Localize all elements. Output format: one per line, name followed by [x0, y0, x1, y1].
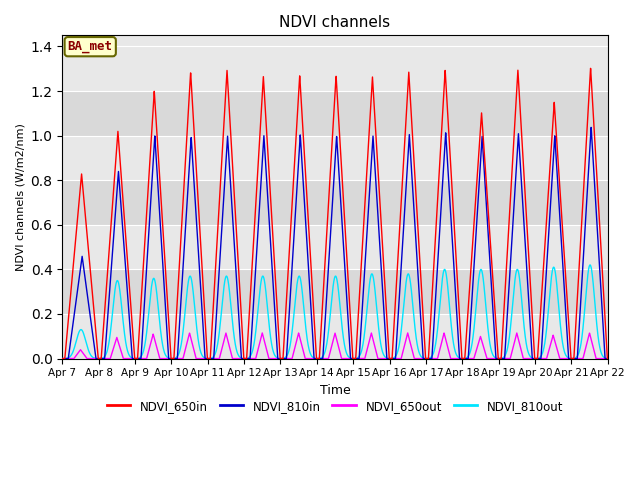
NDVI_810out	[604, 356, 612, 361]
NDVI_810in	[413, 255, 421, 261]
Bar	[62, 91, 608, 136]
Line: NDVI_810out: NDVI_810out	[62, 265, 608, 359]
NDVI_810out	[267, 335, 275, 341]
NDVI_810in	[465, 340, 473, 346]
NDVI_650out	[386, 356, 394, 361]
NDVI_650in	[385, 356, 393, 361]
Y-axis label: NDVI channels (W/m2/nm): NDVI channels (W/m2/nm)	[15, 123, 25, 271]
NDVI_650in	[58, 356, 66, 361]
NDVI_810out	[507, 323, 515, 328]
NDVI_650out	[413, 356, 421, 361]
NDVI_650in	[157, 201, 165, 207]
NDVI_650in	[413, 209, 421, 215]
NDVI_810in	[385, 356, 393, 361]
Line: NDVI_650out: NDVI_650out	[62, 333, 608, 359]
NDVI_810in	[58, 356, 66, 361]
Title: NDVI channels: NDVI channels	[280, 15, 390, 30]
Line: NDVI_650in: NDVI_650in	[62, 68, 608, 359]
NDVI_650out	[58, 356, 66, 361]
NDVI_650out	[604, 356, 612, 361]
NDVI_650out	[267, 356, 275, 361]
NDVI_650out	[157, 356, 165, 361]
NDVI_810in	[267, 242, 275, 248]
NDVI_650in	[267, 197, 275, 203]
NDVI_810out	[58, 356, 66, 361]
Bar	[62, 269, 608, 314]
NDVI_650out	[507, 353, 515, 359]
NDVI_810in	[588, 124, 595, 130]
NDVI_650out	[259, 330, 266, 336]
NDVI_810in	[507, 256, 515, 262]
NDVI_650in	[587, 65, 595, 71]
NDVI_650in	[507, 191, 515, 197]
NDVI_810out	[465, 352, 473, 358]
NDVI_810out	[385, 356, 393, 361]
NDVI_810out	[586, 262, 594, 268]
NDVI_810out	[413, 340, 421, 346]
NDVI_650in	[465, 290, 473, 296]
NDVI_650in	[604, 356, 612, 361]
NDVI_650out	[465, 356, 473, 361]
NDVI_810in	[604, 356, 612, 361]
Text: BA_met: BA_met	[68, 40, 113, 53]
Line: NDVI_810in: NDVI_810in	[62, 127, 608, 359]
NDVI_810in	[157, 238, 165, 244]
Legend: NDVI_650in, NDVI_810in, NDVI_650out, NDVI_810out: NDVI_650in, NDVI_810in, NDVI_650out, NDV…	[102, 395, 568, 417]
NDVI_810out	[157, 334, 165, 339]
Bar	[62, 180, 608, 225]
X-axis label: Time: Time	[319, 384, 350, 397]
